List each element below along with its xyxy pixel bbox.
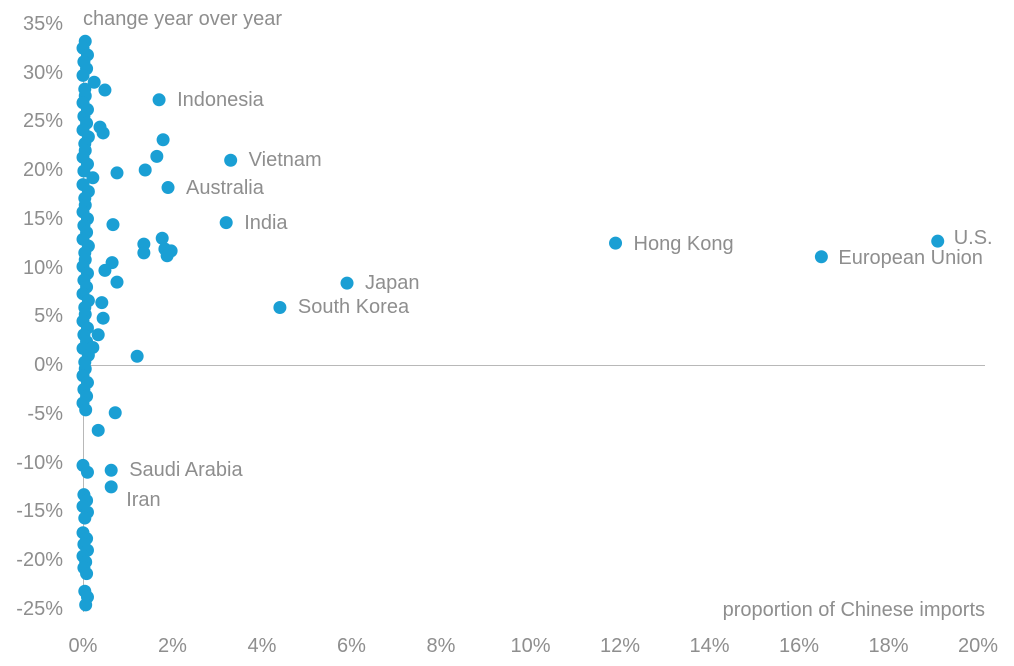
x-tick-label: 12% (599, 635, 641, 657)
data-point-dot (130, 349, 144, 363)
point-label: India (244, 211, 288, 234)
x-tick-label: 0% (68, 635, 98, 657)
y-tick-label: 10% (22, 256, 63, 279)
data-point-dot (98, 263, 112, 277)
y-tick-label: -5% (27, 402, 63, 425)
data-point-dot (106, 218, 120, 232)
y-tick-label: 30% (22, 61, 63, 84)
point-label: Vietnam (248, 149, 322, 172)
x-tick-label: 4% (247, 635, 277, 657)
data-point-dot (78, 511, 92, 525)
point-label: Saudi Arabia (129, 459, 243, 482)
point-label: South Korea (297, 296, 410, 319)
x-tick-label: 18% (868, 635, 909, 657)
y-tick-label: -25% (16, 597, 63, 620)
point-label: Indonesia (177, 88, 264, 111)
data-point-dot (79, 403, 93, 417)
y-tick-label: 35% (22, 12, 63, 35)
data-point-dot (79, 598, 93, 612)
x-tick-label: 16% (778, 635, 820, 657)
x-tick-label: 10% (510, 635, 551, 657)
data-point-dot (137, 246, 151, 260)
x-tick-label: 20% (957, 635, 999, 657)
labeled-point-dot (340, 276, 354, 290)
point-label: Australia (186, 176, 264, 199)
labeled-point-dot (152, 93, 166, 107)
data-point-dot (96, 311, 110, 325)
y-tick-label: 0% (34, 354, 63, 376)
x-axis-title: proportion of Chinese imports (722, 599, 985, 621)
data-point-dot (76, 68, 90, 82)
point-label: U.S. (953, 227, 993, 250)
point-label: Japan (365, 272, 420, 295)
labeled-point-dot (273, 300, 287, 314)
data-point-dot (95, 296, 109, 310)
labeled-point-dot (104, 463, 118, 477)
data-point-dot (86, 340, 100, 354)
data-point-dot (155, 231, 169, 245)
y-tick-label: 15% (22, 207, 63, 230)
data-point-dot (96, 126, 110, 140)
labeled-point-dot (219, 216, 233, 230)
x-tick-label: 8% (426, 635, 456, 657)
data-point-dot (110, 275, 124, 289)
data-point-dot (91, 423, 105, 437)
data-point-dot (150, 149, 164, 163)
x-tick-label: 14% (689, 635, 730, 657)
y-tick-label: -15% (16, 500, 63, 523)
labeled-point-dot (931, 234, 945, 248)
data-point-dot (108, 406, 122, 420)
y-tick-label: 25% (22, 110, 63, 133)
data-point-dot (87, 75, 101, 89)
data-point-dot (110, 166, 124, 180)
data-point-dot (77, 164, 91, 178)
data-point-dot (98, 83, 112, 97)
point-label: European Union (838, 246, 983, 269)
data-point-dot (80, 567, 94, 581)
labeled-point-dot (224, 153, 238, 167)
y-tick-label: -20% (16, 549, 63, 571)
x-tick-label: 2% (158, 635, 187, 657)
labeled-point-dot (161, 181, 175, 195)
y-tick-label: 5% (34, 305, 63, 328)
data-point-dot (86, 171, 100, 185)
labeled-point-dot (609, 236, 623, 250)
data-point-dot (160, 249, 174, 263)
labeled-point-dot (814, 250, 828, 264)
y-axis-title: change year over year (83, 8, 283, 30)
data-point-dot (138, 163, 152, 177)
point-label: Iran (126, 488, 161, 511)
data-point-dot (91, 328, 105, 342)
data-point-dot (80, 465, 94, 479)
y-tick-label: -10% (16, 451, 63, 474)
labeled-point-dot (104, 480, 118, 494)
y-tick-label: 20% (22, 159, 63, 181)
data-point-dot (156, 133, 170, 147)
point-label: Hong Kong (633, 233, 734, 256)
x-tick-label: 6% (337, 635, 366, 657)
